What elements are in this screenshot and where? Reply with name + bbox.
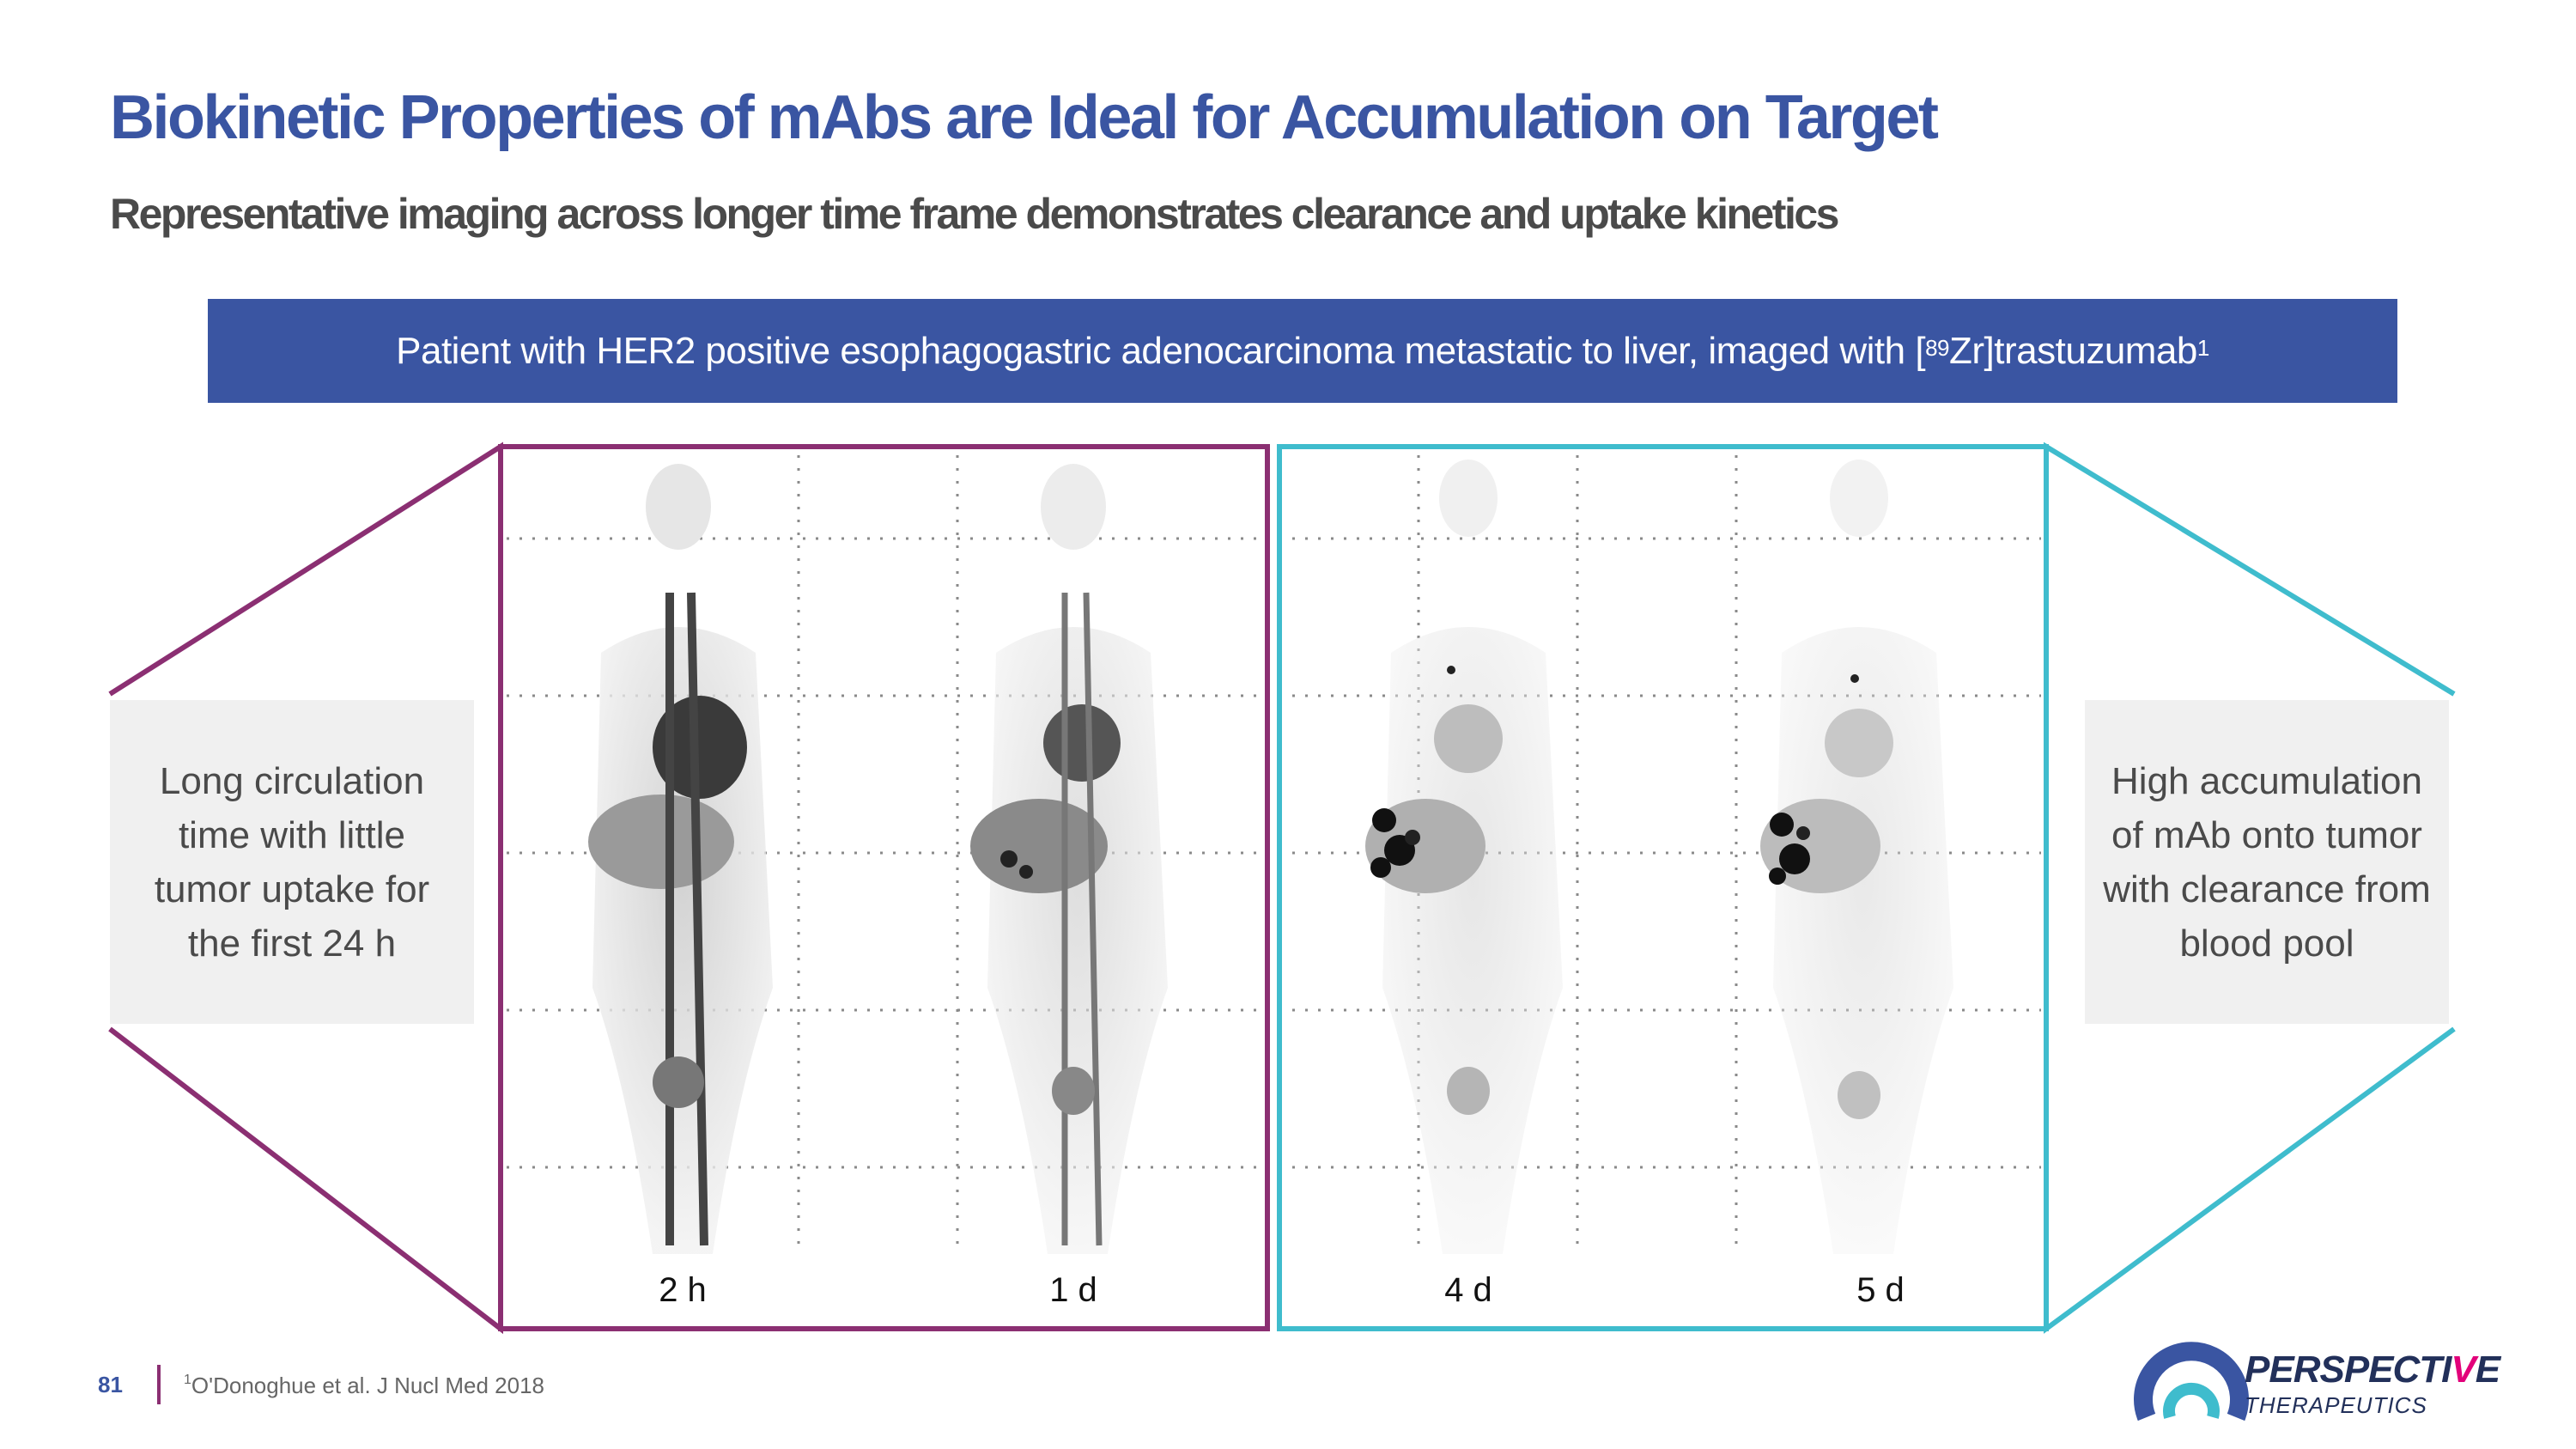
footnote-text: O'Donoghue et al. J Nucl Med 2018 xyxy=(191,1373,545,1398)
time-label-5d: 5 d xyxy=(1856,1271,1905,1309)
logo-name-accent: V xyxy=(2451,1349,2476,1391)
isotope-mass-number: 89 xyxy=(1925,334,1950,361)
footnote-reference: 1O'Donoghue et al. J Nucl Med 2018 xyxy=(184,1373,544,1399)
footnote-mark: 1 xyxy=(184,1373,191,1387)
time-label-2h: 2 h xyxy=(659,1271,707,1309)
patient-banner: Patient with HER2 positive esophagogastr… xyxy=(208,299,2397,403)
slide-title: Biokinetic Properties of mAbs are Ideal … xyxy=(110,83,1939,152)
company-logo-tagline: THERAPEUTICS xyxy=(2245,1392,2427,1418)
logo-name-end: E xyxy=(2475,1349,2500,1391)
company-logo-name: PERSPECTIVE xyxy=(2245,1349,2500,1391)
footer-divider xyxy=(157,1365,161,1404)
logo-mark-icon xyxy=(2134,1342,2249,1422)
time-label-4d: 4 d xyxy=(1444,1271,1492,1309)
page-number: 81 xyxy=(98,1372,123,1397)
logo-name-main: PERSPECTI xyxy=(2245,1349,2451,1391)
late-timepoints-frame xyxy=(1277,444,2049,1331)
banner-text: Patient with HER2 positive esophagogastr… xyxy=(396,329,1905,372)
banner-footnote-mark: 1 xyxy=(2196,334,2209,361)
early-timepoints-frame xyxy=(498,444,1270,1331)
scan-1d xyxy=(970,464,1168,1254)
banner-bracket: [ xyxy=(1915,329,1926,372)
slide-subtitle: Representative imaging across longer tim… xyxy=(110,190,1839,238)
banner-tracer: Zr]trastuzumab xyxy=(1949,329,2197,372)
early-kinetics-note: Long circulation time with little tumor … xyxy=(110,700,474,1024)
scan-4d xyxy=(1365,460,1563,1254)
time-label-1d: 1 d xyxy=(1049,1271,1097,1309)
late-kinetics-note: High accumulation of mAb onto tumor with… xyxy=(2085,700,2449,1024)
scan-2h xyxy=(588,464,773,1254)
scan-5d xyxy=(1760,460,1953,1254)
